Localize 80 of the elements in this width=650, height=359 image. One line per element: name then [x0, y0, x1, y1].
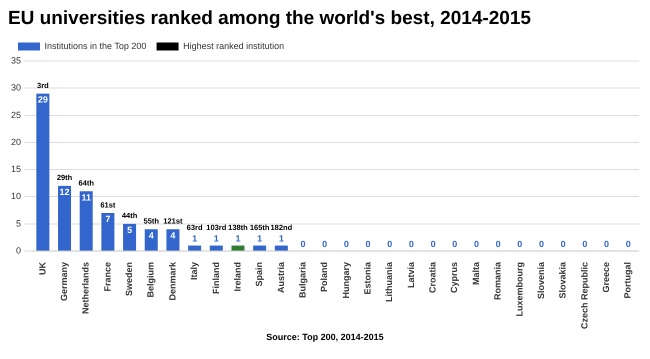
x-tick-label: Slovenia — [536, 260, 546, 300]
y-tick-label: 25 — [10, 110, 22, 120]
y-tick-label: 35 — [10, 55, 22, 66]
data-label: 0 — [474, 238, 479, 249]
data-label: 11 — [81, 192, 91, 202]
x-tick-label: Belgium — [146, 262, 156, 298]
x-tick-label: Italy — [189, 262, 200, 280]
data-label: 0 — [344, 238, 349, 249]
x-tick-label: Poland — [319, 262, 330, 292]
bar — [144, 229, 158, 250]
x-tick-label: Slovakia — [558, 261, 568, 299]
legend-label: Institutions in the Top 200 — [44, 40, 146, 51]
bar — [253, 246, 266, 250]
bar — [210, 246, 223, 250]
source-note: Source: Top 200, 2014-2015 — [265, 332, 385, 342]
x-tick-label: Czech Republic — [579, 262, 590, 330]
data-label: 4 — [148, 230, 154, 240]
x-tick-label: Hungary — [340, 262, 351, 299]
y-tick-label: 5 — [16, 218, 22, 228]
x-tick-label: Lithuania — [384, 260, 394, 302]
x-tick-label: Bulgaria — [297, 261, 308, 298]
x-tick-label: Spain — [254, 262, 264, 287]
data-label: 7 — [105, 214, 110, 224]
data-label: 0 — [496, 238, 501, 249]
bar — [123, 224, 136, 250]
chart-title: EU universities ranked among the world's best, 2014-2015 — [8, 8, 532, 30]
x-tick-label: Denmark — [167, 261, 178, 301]
x-tick-label: Romania — [492, 261, 503, 300]
legend-label: Highest ranked institution — [183, 40, 284, 51]
bar — [231, 246, 244, 250]
data-label: 0 — [322, 238, 328, 249]
data-label: 0 — [300, 238, 306, 249]
data-label: 12 — [60, 186, 70, 197]
x-tick-label: Cyprus — [449, 262, 460, 294]
data-label: 0 — [517, 238, 522, 249]
x-tick-label: Portugal — [622, 262, 633, 299]
data-label: 0 — [430, 238, 436, 249]
data-label: 0 — [582, 238, 588, 249]
data-label: 0 — [604, 238, 610, 249]
x-tick-label: Austria — [276, 261, 286, 294]
data-label: 1 — [192, 234, 198, 244]
data-label: 0 — [560, 238, 566, 249]
bar — [36, 94, 50, 250]
bar — [58, 186, 72, 250]
data-label: 4 — [170, 230, 176, 240]
bar — [166, 229, 180, 250]
data-label: 0 — [538, 238, 544, 249]
x-tick-label: Germany — [59, 262, 70, 302]
y-tick-label: 10 — [10, 191, 22, 202]
x-tick-label: Malta — [470, 261, 481, 286]
data-label: 29 — [38, 94, 48, 105]
x-tick-label: UK — [37, 261, 48, 275]
y-tick-label: 30 — [10, 82, 22, 93]
data-label: 0 — [626, 238, 631, 249]
x-tick-label: Netherlands — [80, 262, 91, 314]
x-tick-label: France — [102, 262, 112, 292]
bar — [80, 191, 93, 250]
y-tick-label: 20 — [10, 136, 22, 147]
data-label: 1 — [278, 234, 284, 244]
x-tick-label: Sweden — [124, 262, 134, 296]
data-label: 0 — [366, 238, 371, 249]
x-tick-label: Ireland — [232, 262, 242, 292]
x-tick-label: Estonia — [362, 261, 373, 295]
data-label: 1 — [214, 234, 219, 244]
x-tick-label: Greece — [601, 262, 612, 293]
y-tick-label: 15 — [10, 164, 22, 174]
bar — [274, 246, 288, 250]
data-label: 1 — [257, 234, 262, 244]
data-label: 0 — [452, 238, 458, 249]
bar — [101, 212, 114, 250]
bar — [188, 246, 202, 250]
data-label: 1 — [235, 234, 240, 244]
data-label: 0 — [387, 238, 392, 249]
x-tick-label: Luxembourg — [514, 262, 524, 317]
data-label: 5 — [127, 224, 132, 235]
x-tick-label: Croatia — [428, 261, 438, 294]
x-tick-label: Finland — [210, 262, 221, 294]
x-tick-label: Latvia — [406, 261, 416, 288]
y-tick-label: 0 — [16, 245, 22, 256]
data-label: 0 — [408, 238, 414, 249]
